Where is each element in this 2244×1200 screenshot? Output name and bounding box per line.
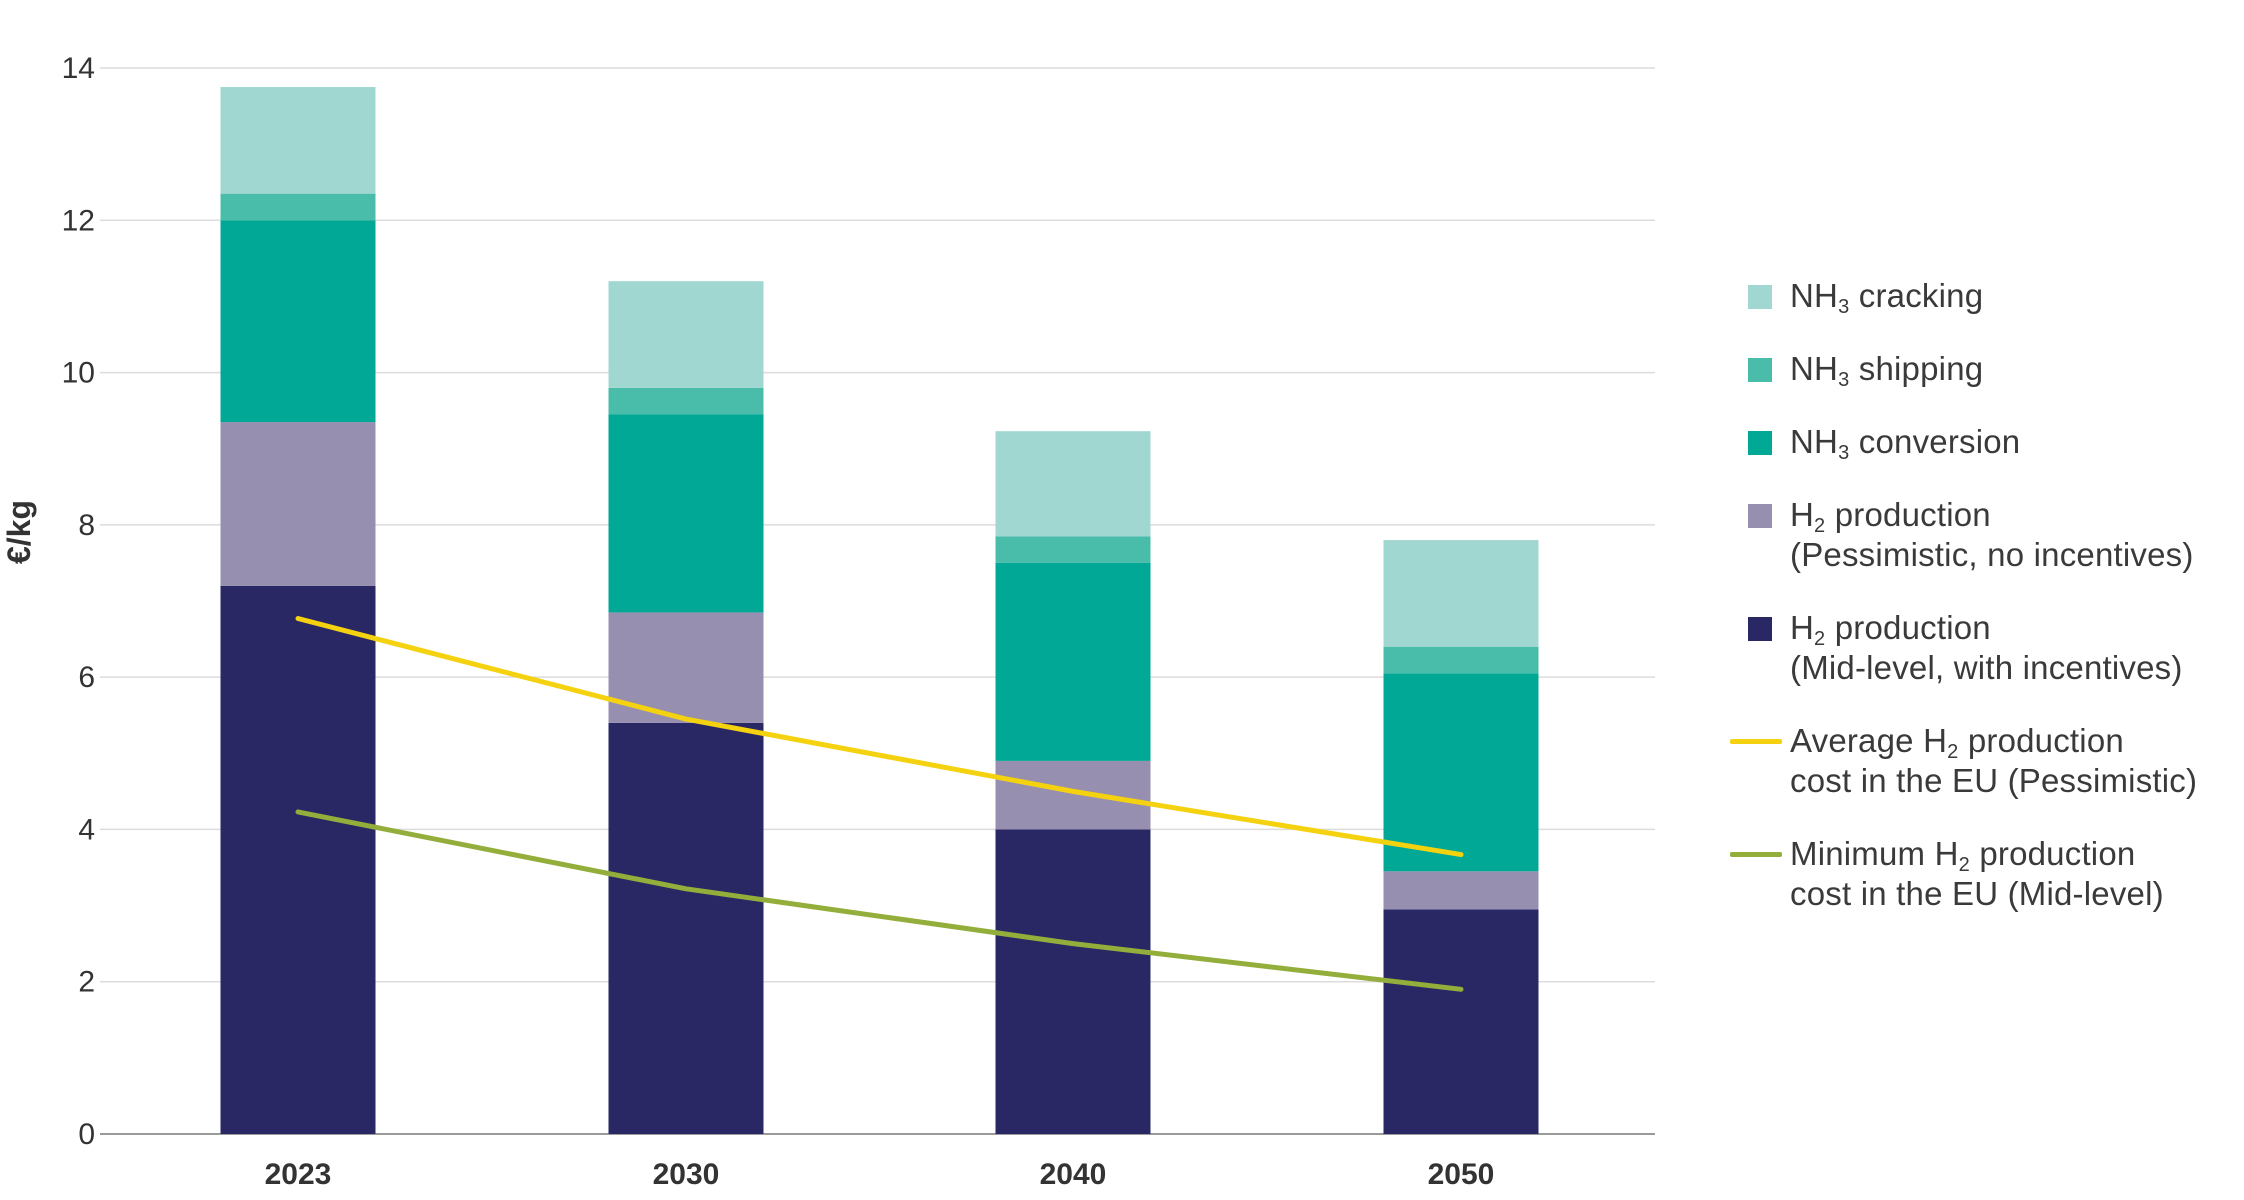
legend-label-line2: cost in the EU (Mid-level): [1790, 875, 2164, 912]
legend-label: H2 production: [1790, 609, 1991, 650]
bar-segment: [608, 387, 764, 415]
legend-swatch: [1748, 358, 1772, 382]
legend-line-swatch: [1730, 739, 1782, 744]
legend-swatch: [1748, 504, 1772, 528]
y-tick-label: 10: [62, 357, 95, 390]
legend-item: Average H2 production cost in the EU (Pes…: [1730, 721, 2244, 801]
y-tick-label: 8: [78, 509, 95, 542]
bar-segment: [1383, 909, 1539, 1134]
bar-segment: [1383, 673, 1539, 872]
legend-swatch: [1748, 285, 1772, 309]
x-tick-labels: 2023 2030 2040 2050: [265, 1158, 1495, 1191]
legend-item: NH3 conversion: [1748, 422, 2244, 464]
bar-segment: [1383, 646, 1539, 674]
bar-segment: [995, 760, 1151, 830]
y-tick-label: 6: [78, 661, 95, 694]
legend-label-line2: (Mid-level, with incentives): [1790, 649, 2183, 686]
bar-segment: [995, 536, 1151, 563]
y-tick-label: 14: [62, 52, 95, 85]
legend-label: Minimum H2 production: [1790, 835, 2136, 876]
legend-swatch: [1748, 431, 1772, 455]
bar-segment: [995, 431, 1151, 537]
legend-label: NH3 conversion: [1790, 423, 2021, 464]
legend-label: Average H2 production: [1790, 722, 2124, 763]
x-tick-label: 2030: [653, 1158, 720, 1191]
bar-segment: [220, 220, 376, 423]
legend-item: NH3 shipping: [1748, 349, 2244, 391]
legend-item: H2 production (Pessimistic, no incentives…: [1748, 495, 2244, 575]
legend-label: H2 production: [1790, 496, 1991, 537]
legend-label-line2: (Pessimistic, no incentives): [1790, 536, 2194, 573]
bar-segment: [1383, 540, 1539, 647]
line-series: [295, 809, 1464, 992]
legend: NH3 cracking NH3 shipping NH3 conversion H2…: [1730, 276, 2244, 947]
bar-segment: [220, 585, 376, 1134]
legend-label-line2: cost in the EU (Pessimistic): [1790, 762, 2198, 799]
y-tick-label: 12: [62, 204, 95, 237]
bars: [220, 87, 1539, 1134]
bar-segment: [220, 87, 376, 194]
legend-line-swatch: [1730, 852, 1782, 857]
legend-swatch: [1748, 617, 1772, 641]
legend-label: NH3 shipping: [1790, 350, 1984, 391]
bar-segment: [220, 193, 376, 221]
y-tick-label: 4: [78, 813, 95, 846]
bar-segment: [608, 414, 764, 613]
legend-label: NH3 cracking: [1790, 277, 1984, 318]
cost-lines: [295, 616, 1464, 992]
y-axis-title: €/kg: [1, 500, 37, 564]
x-tick-label: 2050: [1428, 1158, 1495, 1191]
bar-segment: [1383, 871, 1539, 910]
y-tick-label: 0: [78, 1118, 95, 1151]
y-tick-label: 2: [78, 966, 95, 999]
bar-segment: [220, 422, 376, 586]
bar-segment: [995, 829, 1151, 1134]
legend-item: NH3 cracking: [1748, 276, 2244, 318]
bar-segment: [608, 722, 764, 1134]
line-series: [295, 616, 1464, 858]
x-tick-label: 2023: [265, 1158, 332, 1191]
legend-item: Minimum H2 production cost in the EU (Mid…: [1730, 834, 2244, 914]
bar-segment: [608, 281, 764, 388]
bar-segment: [995, 562, 1151, 761]
legend-item: H2 production (Mid-level, with incentives…: [1748, 608, 2244, 688]
x-tick-label: 2040: [1040, 1158, 1107, 1191]
y-tick-labels: 0 2 4 6 8 10 12 14: [62, 52, 95, 1151]
